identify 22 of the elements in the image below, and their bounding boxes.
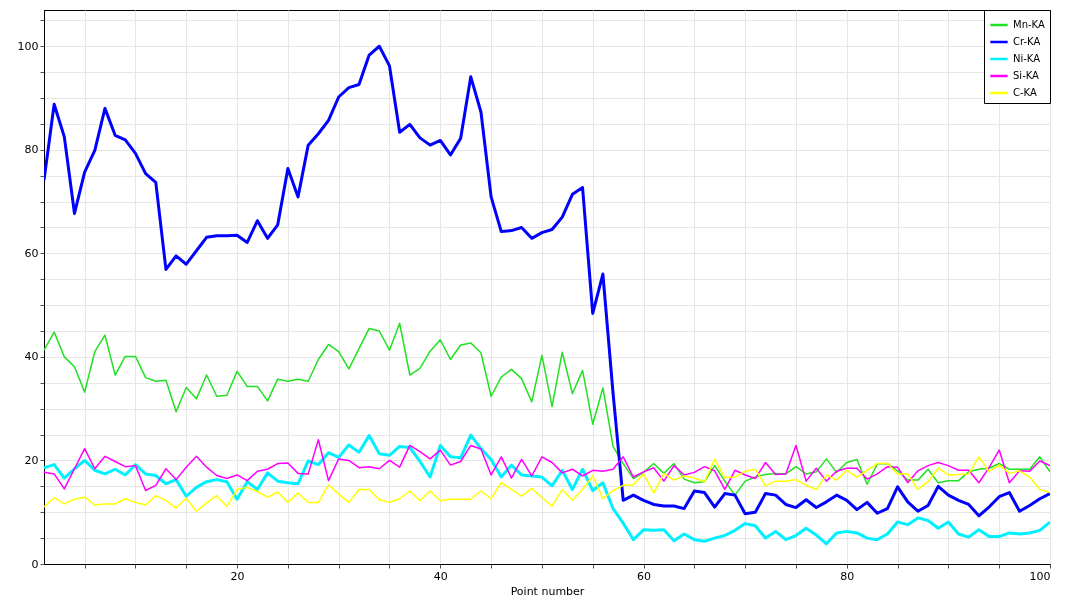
line-series (44, 433, 1050, 546)
x-tick-label: 60 (637, 569, 652, 583)
y-tick-label: 0 (31, 557, 39, 571)
y-tick-label: 60 (24, 246, 39, 260)
legend-label: C-KA (1013, 87, 1037, 98)
x-axis-title: Point number (510, 584, 585, 598)
y-tick-label: 100 (17, 39, 39, 53)
y-tick-label: 80 (24, 143, 39, 157)
x-tick-label: 100 (1029, 569, 1051, 583)
line-series (44, 456, 1050, 512)
legend-label: Cr-KA (1013, 36, 1041, 47)
x-tick-label: 80 (840, 569, 855, 583)
legend-label: Ni-KA (1013, 53, 1041, 64)
x-tick-label: 40 (433, 569, 448, 583)
line-series (44, 44, 1050, 518)
x-tick-label: 20 (230, 569, 245, 583)
line-series (44, 438, 1050, 492)
legend-label: Mn-KA (1013, 19, 1045, 30)
legend-label: Si-KA (1013, 70, 1040, 81)
y-tick-label: 20 (24, 453, 39, 467)
y-tick-label: 40 (24, 350, 39, 364)
line-series (44, 322, 1050, 496)
